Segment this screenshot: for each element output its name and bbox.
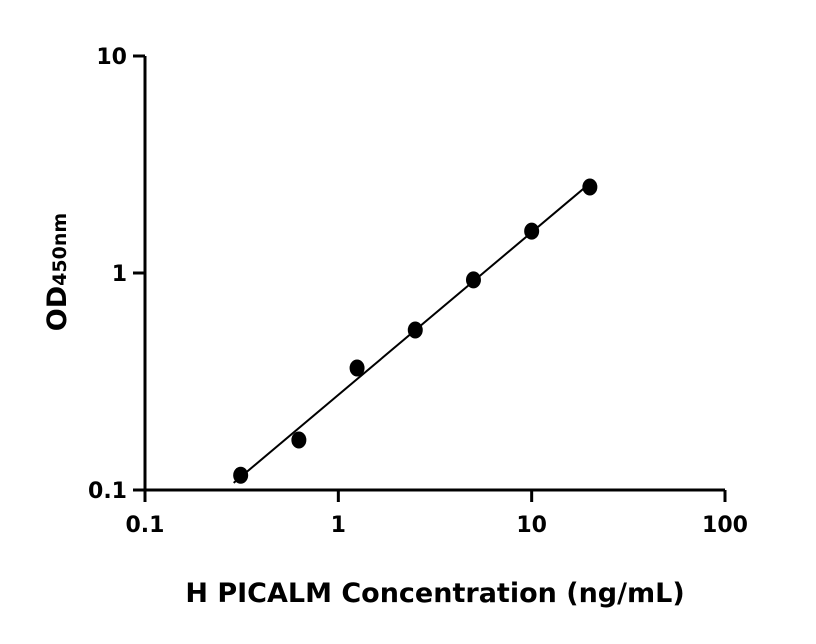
data-point bbox=[524, 222, 540, 240]
data-point bbox=[407, 321, 423, 339]
data-point bbox=[465, 271, 481, 289]
y-axis-label-sub: 450nm bbox=[49, 213, 71, 286]
y-axis-label: OD450nm bbox=[42, 213, 73, 331]
axes bbox=[143, 56, 725, 492]
y-tick-label: 0.1 bbox=[88, 479, 127, 504]
data-points bbox=[233, 178, 598, 484]
y-axis-label-main: OD bbox=[42, 286, 73, 331]
data-point bbox=[349, 359, 365, 377]
x-tick-label: 1 bbox=[331, 513, 346, 538]
x-tick-label: 0.1 bbox=[126, 513, 165, 538]
x-tick-label: 100 bbox=[702, 513, 748, 538]
x-tick-label: 10 bbox=[516, 513, 547, 538]
y-tick-label: 1 bbox=[112, 262, 127, 287]
data-point bbox=[233, 466, 249, 484]
x-axis-label: H PICALM Concentration (ng/mL) bbox=[185, 578, 684, 609]
ticks: 0.1 1 10 100 0.1 1 10 bbox=[88, 45, 748, 538]
y-tick-label: 10 bbox=[96, 45, 127, 70]
data-point bbox=[291, 431, 307, 449]
data-point bbox=[582, 178, 598, 196]
